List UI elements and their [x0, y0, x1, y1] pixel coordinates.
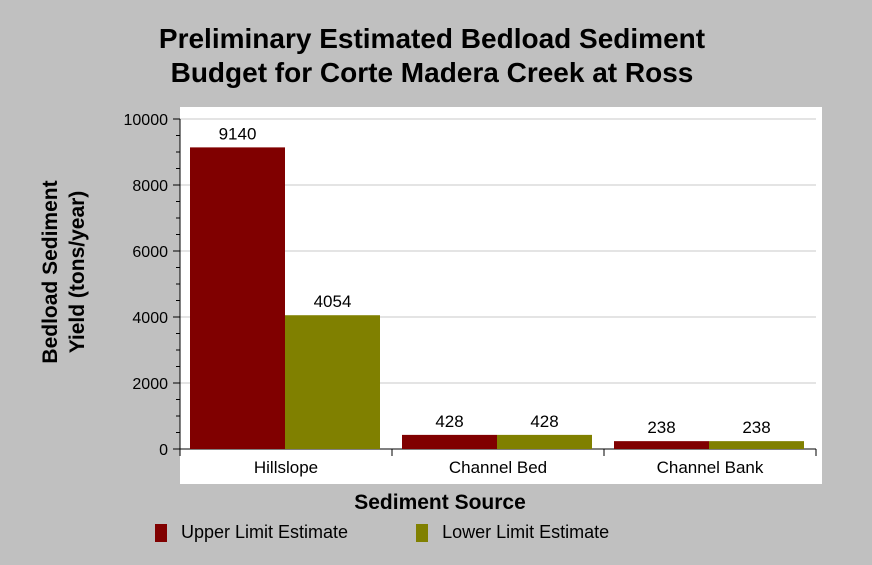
data-label: 428: [530, 412, 558, 431]
x-tick-label: Channel Bank: [657, 458, 764, 477]
y-tick-label: 2000: [132, 376, 168, 393]
bar: [402, 434, 497, 449]
bar: [709, 441, 804, 449]
chart-title: Preliminary Estimated Bedload Sediment B…: [0, 22, 864, 90]
legend: Upper Limit Estimate Lower Limit Estimat…: [155, 522, 609, 543]
data-label: 238: [742, 418, 770, 437]
data-label: 238: [647, 418, 675, 437]
y-tick-label: 0: [159, 442, 168, 459]
legend-item-upper: Upper Limit Estimate: [155, 522, 348, 543]
legend-label-upper: Upper Limit Estimate: [181, 522, 349, 542]
data-label: 9140: [219, 124, 257, 143]
x-tick-label: Hillslope: [254, 458, 318, 477]
y-tick-label: 10000: [124, 112, 169, 129]
y-axis-label: Bedload Sediment Yield (tons/year): [37, 180, 91, 363]
legend-item-lower: Lower Limit Estimate: [416, 522, 609, 543]
chart-title-line-2: Budget for Corte Madera Creek at Ross: [170, 57, 694, 88]
legend-swatch-lower: [416, 523, 429, 542]
y-axis-label-line-2: Yield (tons/year): [66, 190, 89, 354]
legend-swatch-upper: [155, 523, 167, 542]
bar: [614, 441, 709, 449]
legend-label-lower: Lower Limit Estimate: [442, 522, 610, 542]
bar: [285, 315, 380, 449]
data-label: 428: [435, 412, 463, 431]
y-tick-label: 8000: [132, 178, 168, 195]
bar: [497, 434, 592, 449]
y-axis-label-line-1: Bedload Sediment: [39, 180, 62, 364]
data-label: 4054: [314, 292, 352, 311]
bar: [190, 147, 285, 449]
y-tick-label: 4000: [132, 310, 168, 327]
y-tick-label: 6000: [132, 244, 168, 261]
x-axis-label: Sediment Source: [354, 491, 526, 514]
x-tick-label: Channel Bed: [449, 458, 547, 477]
chart-title-line-1: Preliminary Estimated Bedload Sediment: [158, 23, 706, 54]
